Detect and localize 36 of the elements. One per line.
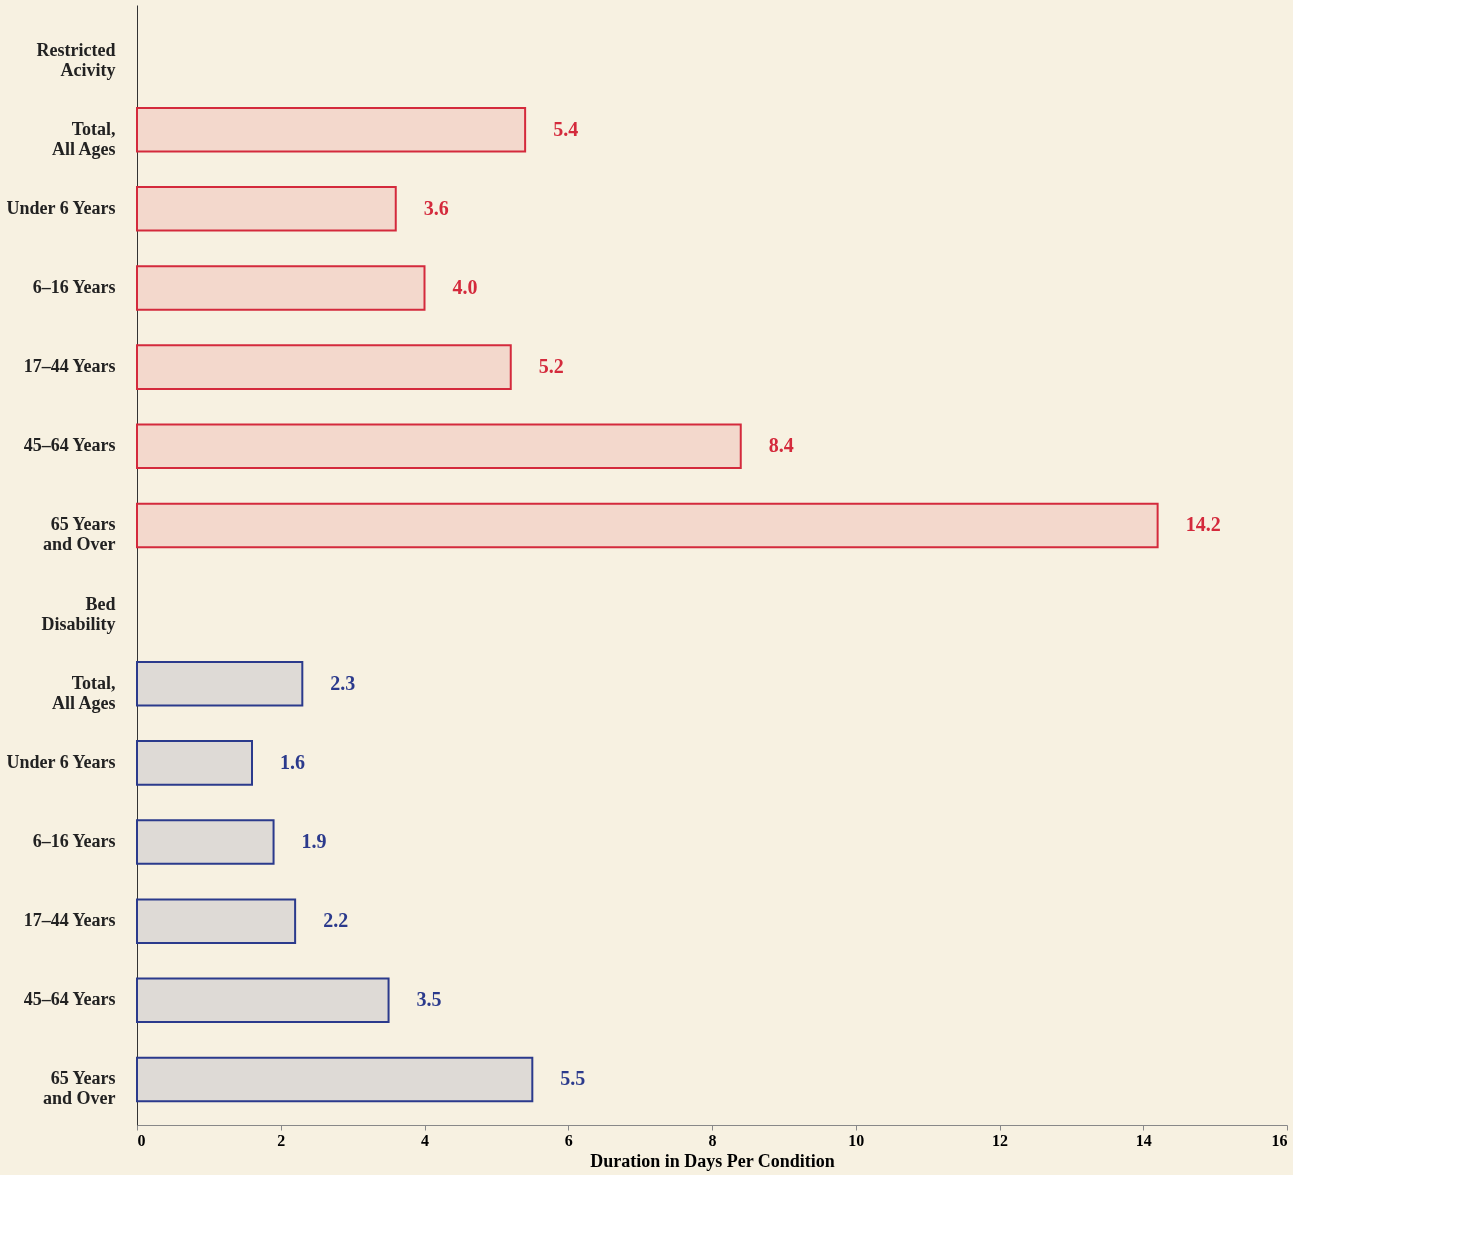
y-tick-label: 6–16 Years xyxy=(32,831,116,852)
data-label: 4.0 xyxy=(452,275,478,298)
data-label: 2.2 xyxy=(323,909,349,932)
x-axis-title: Duration in Days Per Condition xyxy=(590,1150,835,1171)
data-label: 14.2 xyxy=(1185,513,1221,536)
y-tick-label: 45–64 Years xyxy=(23,989,116,1010)
x-tick-label: 16 xyxy=(1271,1131,1288,1149)
data-label: 3.5 xyxy=(416,988,442,1011)
y-tick-label: Restricted Acivity xyxy=(36,39,116,80)
y-tick-label: 45–64 Years xyxy=(23,435,116,456)
x-tick-label: 0 xyxy=(137,1131,146,1149)
y-tick-label: 6–16 Years xyxy=(32,276,116,297)
data-label: 5.4 xyxy=(553,117,579,140)
data-label: 3.6 xyxy=(423,196,449,219)
y-tick-label: Total, All Ages xyxy=(51,672,116,713)
y-tick-label: 17–44 Years xyxy=(23,356,116,377)
x-tick-label: 8 xyxy=(708,1131,717,1149)
x-tick-label: 6 xyxy=(564,1131,573,1149)
x-tick-label: 4 xyxy=(421,1131,429,1149)
y-tick-label: 65 Years and Over xyxy=(42,1068,116,1109)
data-label: 1.9 xyxy=(301,830,327,853)
x-tick-label: 14 xyxy=(1135,1131,1152,1149)
data-label: 5.5 xyxy=(560,1067,586,1090)
y-tick-label: Under 6 Years xyxy=(6,751,116,772)
y-tick-label: Total, All Ages xyxy=(51,118,116,159)
y-tick-label: Bed Disability xyxy=(41,593,116,634)
x-tick-label: 2 xyxy=(277,1131,286,1149)
data-label: 5.2 xyxy=(538,355,564,378)
y-tick-label: Under 6 Years xyxy=(6,197,116,218)
y-tick-label: 65 Years and Over xyxy=(42,514,116,555)
data-label: 8.4 xyxy=(768,434,794,457)
x-tick-label: 12 xyxy=(992,1131,1008,1149)
x-tick-label: 10 xyxy=(848,1131,865,1149)
y-tick-label: 17–44 Years xyxy=(23,910,116,931)
data-label: 1.6 xyxy=(280,750,305,773)
data-label: 2.3 xyxy=(330,671,356,694)
